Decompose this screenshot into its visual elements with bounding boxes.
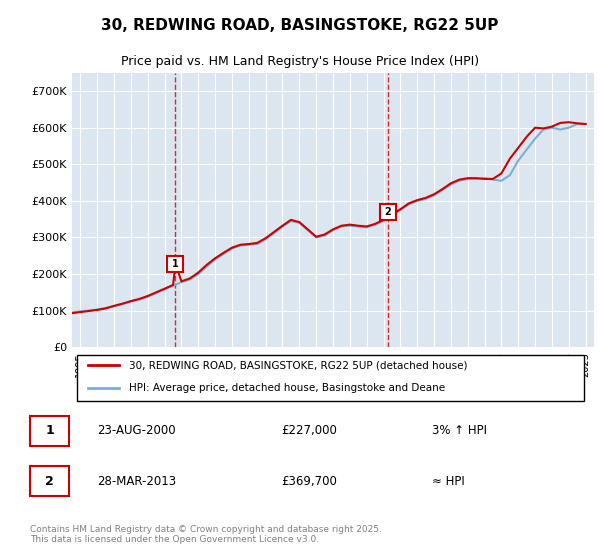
FancyBboxPatch shape [77, 356, 584, 401]
Text: 30, REDWING ROAD, BASINGSTOKE, RG22 5UP: 30, REDWING ROAD, BASINGSTOKE, RG22 5UP [101, 18, 499, 33]
Text: 1: 1 [172, 259, 179, 269]
Text: £227,000: £227,000 [281, 424, 337, 437]
Text: 2: 2 [45, 475, 54, 488]
Text: 30, REDWING ROAD, BASINGSTOKE, RG22 5UP (detached house): 30, REDWING ROAD, BASINGSTOKE, RG22 5UP … [130, 361, 468, 370]
FancyBboxPatch shape [30, 416, 69, 446]
Text: Price paid vs. HM Land Registry's House Price Index (HPI): Price paid vs. HM Land Registry's House … [121, 55, 479, 68]
FancyBboxPatch shape [30, 466, 69, 497]
Text: 2: 2 [384, 207, 391, 217]
Text: £369,700: £369,700 [281, 475, 337, 488]
Text: 28-MAR-2013: 28-MAR-2013 [97, 475, 176, 488]
Text: ≈ HPI: ≈ HPI [432, 475, 464, 488]
Text: 23-AUG-2000: 23-AUG-2000 [97, 424, 176, 437]
Text: 1: 1 [45, 424, 54, 437]
Text: Contains HM Land Registry data © Crown copyright and database right 2025.
This d: Contains HM Land Registry data © Crown c… [30, 525, 382, 544]
Text: 3% ↑ HPI: 3% ↑ HPI [432, 424, 487, 437]
Text: HPI: Average price, detached house, Basingstoke and Deane: HPI: Average price, detached house, Basi… [130, 383, 446, 393]
